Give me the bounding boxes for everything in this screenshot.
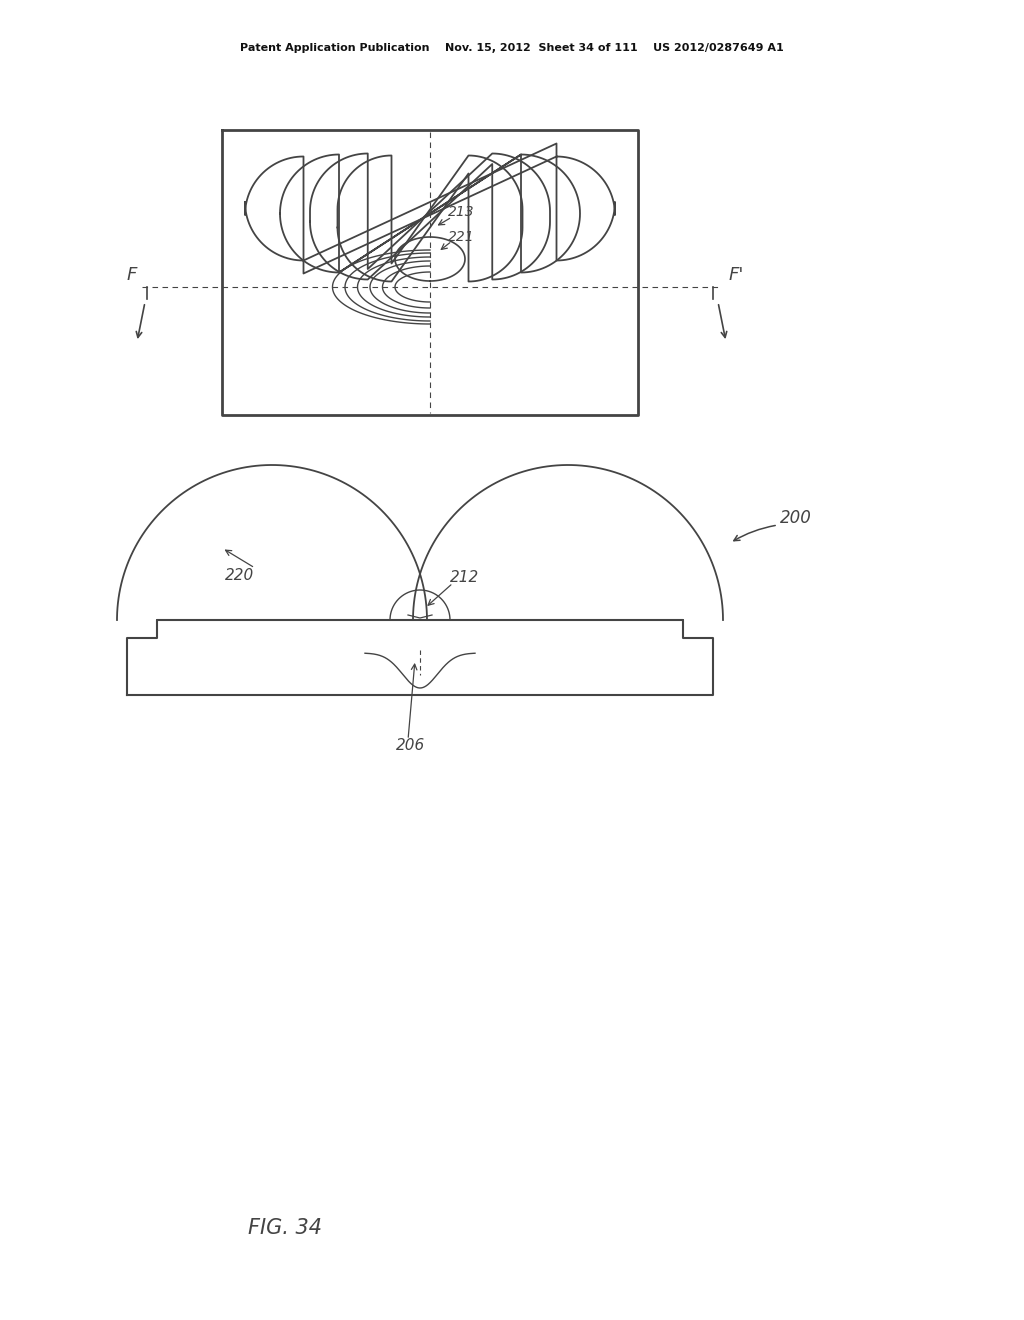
Text: 213: 213	[449, 205, 475, 219]
Text: 220: 220	[225, 568, 255, 582]
Text: F': F'	[728, 267, 743, 284]
Text: F: F	[127, 267, 137, 284]
Text: 200: 200	[780, 510, 812, 527]
Text: Patent Application Publication    Nov. 15, 2012  Sheet 34 of 111    US 2012/0287: Patent Application Publication Nov. 15, …	[240, 44, 784, 53]
Text: FIG. 34: FIG. 34	[248, 1218, 322, 1238]
Text: 221: 221	[449, 230, 475, 244]
Text: 206: 206	[396, 738, 425, 752]
Text: 212: 212	[450, 570, 479, 586]
